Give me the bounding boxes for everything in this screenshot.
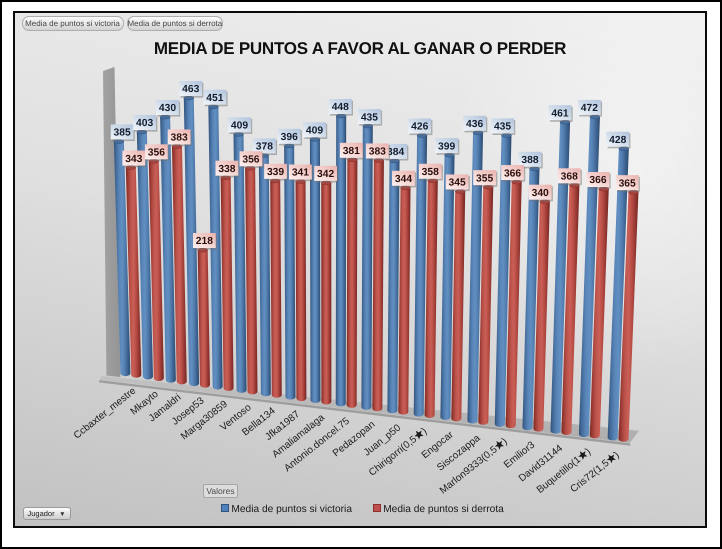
svg-text:463: 463 <box>182 84 199 95</box>
svg-text:435: 435 <box>361 112 378 123</box>
svg-text:428: 428 <box>609 135 626 146</box>
svg-text:451: 451 <box>206 93 223 104</box>
svg-text:Ccbaxter_mestre: Ccbaxter_mestre <box>72 385 139 441</box>
svg-text:435: 435 <box>494 122 511 133</box>
svg-text:341: 341 <box>292 168 309 179</box>
svg-text:409: 409 <box>306 125 323 136</box>
svg-text:358: 358 <box>422 167 439 178</box>
svg-text:396: 396 <box>281 132 298 143</box>
svg-text:448: 448 <box>332 102 349 113</box>
svg-text:461: 461 <box>551 108 568 119</box>
svg-text:378: 378 <box>256 142 273 153</box>
svg-text:): ) <box>612 450 621 461</box>
svg-text:385: 385 <box>114 128 131 139</box>
svg-text:343: 343 <box>125 154 142 165</box>
svg-text:430: 430 <box>159 103 176 114</box>
svg-text:384: 384 <box>387 147 404 158</box>
svg-text:345: 345 <box>449 178 466 189</box>
svg-text:436: 436 <box>466 119 483 130</box>
svg-text:356: 356 <box>242 154 259 165</box>
svg-text:426: 426 <box>411 122 428 133</box>
svg-text:381: 381 <box>343 146 360 157</box>
svg-text:403: 403 <box>136 118 153 129</box>
svg-text:383: 383 <box>369 147 386 158</box>
svg-text:340: 340 <box>532 188 549 199</box>
svg-text:399: 399 <box>438 141 455 152</box>
svg-text:344: 344 <box>395 174 412 185</box>
svg-text:388: 388 <box>521 155 538 166</box>
svg-text:): ) <box>584 446 593 457</box>
svg-text:366: 366 <box>504 168 521 179</box>
svg-text:): ) <box>420 426 429 437</box>
svg-text:342: 342 <box>317 169 334 180</box>
svg-text:218: 218 <box>196 236 213 247</box>
svg-text:472: 472 <box>581 103 598 114</box>
svg-text:409: 409 <box>231 121 248 132</box>
svg-text:355: 355 <box>476 173 493 184</box>
svg-text:356: 356 <box>148 148 165 159</box>
svg-text:368: 368 <box>561 172 578 183</box>
svg-text:): ) <box>500 436 509 447</box>
svg-text:365: 365 <box>619 178 636 189</box>
svg-text:383: 383 <box>171 133 188 144</box>
svg-text:366: 366 <box>589 175 606 186</box>
svg-text:339: 339 <box>267 167 284 178</box>
svg-text:338: 338 <box>218 164 235 175</box>
